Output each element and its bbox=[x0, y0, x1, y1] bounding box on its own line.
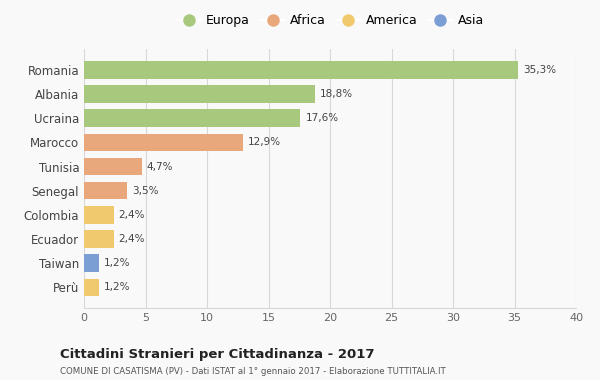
Text: 3,5%: 3,5% bbox=[132, 186, 158, 196]
Legend: Europa, Africa, America, Asia: Europa, Africa, America, Asia bbox=[176, 14, 484, 27]
Text: 1,2%: 1,2% bbox=[104, 282, 130, 292]
Text: Cittadini Stranieri per Cittadinanza - 2017: Cittadini Stranieri per Cittadinanza - 2… bbox=[60, 348, 374, 361]
Text: 2,4%: 2,4% bbox=[118, 210, 145, 220]
Bar bbox=[84, 86, 315, 103]
Text: 2,4%: 2,4% bbox=[118, 234, 145, 244]
Text: 17,6%: 17,6% bbox=[305, 113, 338, 123]
Bar bbox=[84, 206, 113, 223]
Text: 12,9%: 12,9% bbox=[248, 137, 281, 147]
Bar bbox=[84, 109, 301, 127]
Text: 4,7%: 4,7% bbox=[147, 162, 173, 171]
Bar bbox=[84, 279, 99, 296]
Text: COMUNE DI CASATISMA (PV) - Dati ISTAT al 1° gennaio 2017 - Elaborazione TUTTITAL: COMUNE DI CASATISMA (PV) - Dati ISTAT al… bbox=[60, 367, 446, 377]
Bar bbox=[84, 230, 113, 248]
Text: 18,8%: 18,8% bbox=[320, 89, 353, 99]
Bar bbox=[84, 182, 127, 200]
Text: 1,2%: 1,2% bbox=[104, 258, 130, 268]
Bar bbox=[84, 134, 242, 151]
Text: 35,3%: 35,3% bbox=[523, 65, 556, 75]
Bar bbox=[84, 255, 99, 272]
Bar bbox=[84, 158, 142, 175]
Bar bbox=[84, 61, 518, 79]
